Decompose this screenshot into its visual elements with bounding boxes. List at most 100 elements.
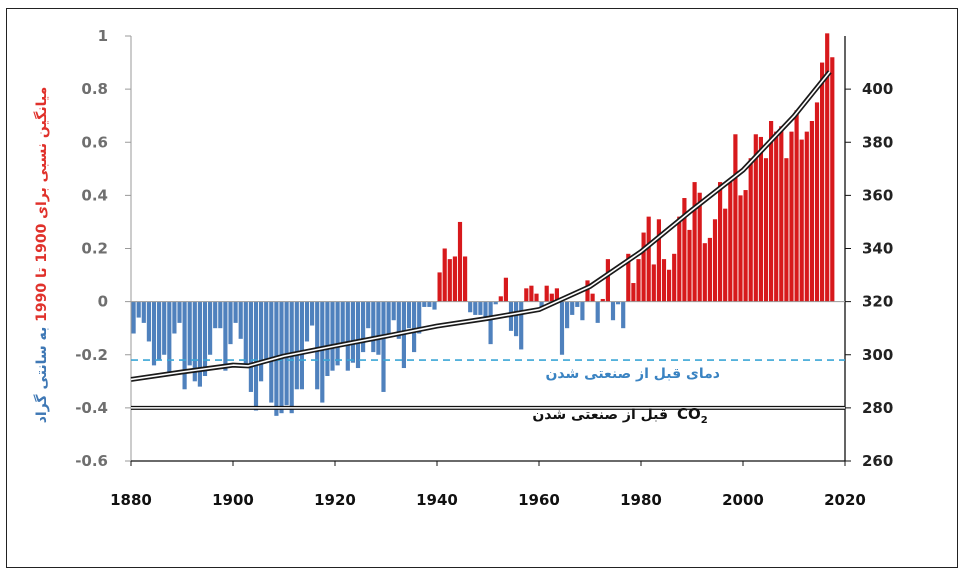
temperature-bar [554,288,559,302]
temperature-bar [570,301,575,315]
temperature-bar [692,182,697,302]
temperature-bar [702,243,707,302]
temperature-bar [432,301,437,310]
co2-label: CO2 [677,405,708,426]
temperature-bar [162,301,167,355]
temperature-bar [825,33,830,302]
temperature-bar [524,288,529,302]
temperature-bar [799,139,804,302]
temperature-bar [320,301,325,403]
temperature-bar [763,158,769,302]
temperature-bar [605,259,610,302]
temperature-bar [248,301,253,392]
y-left-tick-label: 0.4 [81,186,108,204]
temperature-bar [182,301,187,390]
co2-main: CO [677,405,701,423]
temperature-bar [335,301,340,366]
temperature-bar [753,134,758,302]
temperature-bar [422,301,427,307]
temperature-bar [498,296,503,302]
y-axis-label-blue-part: به سانتی گراد [33,322,50,423]
temperature-bar [707,237,712,302]
y-left-tick-label: -0.6 [75,452,108,470]
y-left-tick-label: 0.6 [81,133,108,151]
temperature-bar [376,301,381,355]
temperature-bar [600,298,605,302]
temperature-bar [304,301,310,342]
temperature-bar [565,301,570,329]
temperature-bar [774,131,779,302]
temperature-bar [391,301,396,321]
temperature-bar [366,301,371,329]
temperature-bar [672,253,677,302]
temperature-bar [626,253,631,302]
temperature-bar [468,301,473,313]
temperature-bar [631,283,636,302]
temperature-bar [483,301,488,318]
temperature-bar [733,134,738,302]
x-tick-label: 1920 [314,491,356,509]
temperature-bar [192,301,197,382]
temperature-bar [141,301,146,323]
temperature-bar [493,301,498,305]
temperature-bar [621,301,626,329]
temperature-bar [595,301,600,323]
tick-labels: 1 0.8 0.6 0.4 0.2 0 -0.2 -0.4 -0.6 400 380 360 340 32… [75,27,893,509]
y-left-tick-label: 0.2 [81,240,108,258]
temperature-bar [743,190,748,302]
temperature-bar [371,301,376,353]
temperature-bar [712,219,718,302]
temperature-bar [718,182,723,302]
temperature-bar [723,208,728,302]
temperature-bar [575,301,580,307]
axes [125,35,851,466]
temperature-bar [539,301,544,310]
temperature-bar [616,301,621,305]
x-tick-label: 1880 [110,491,152,509]
temperature-bar [452,256,457,302]
temperature-bar [315,301,320,390]
preindustrial-co2-label: قبل از صنعتی شدن [532,407,668,423]
temperature-bar [697,192,702,302]
temperature-bar [396,301,401,339]
temperature-bar [447,259,452,302]
temperature-bar [228,301,233,345]
co2-subscript: 2 [701,415,708,426]
temperature-bar [830,57,835,302]
temperature-bar [381,301,386,392]
x-tick-label: 2000 [722,491,764,509]
temperature-bar [758,136,763,302]
temperature-bar [213,301,218,329]
temperature-bar [131,301,136,334]
temperature-bar [151,301,157,366]
temperature-bar [514,301,519,337]
temperature-bar [167,301,172,377]
temperature-bar [218,301,223,329]
y-right-tick-label: 320 [862,293,893,311]
y-axis-label-red-part: میانگین نسبی برای 1900 تا 1990 [33,87,50,322]
temperature-bar [457,221,463,302]
temperature-bar [187,301,192,366]
y-right-tick-label: 280 [862,399,893,417]
temperature-bar [814,102,820,302]
temperature-bar [350,301,355,363]
temperature-bar [355,301,361,369]
temperature-bar [656,219,661,302]
temperature-bar [590,293,595,302]
y-left-tick-label: -0.4 [75,399,108,417]
temperature-bar [223,301,228,371]
temperature-bars [131,33,835,416]
temperature-bar [386,301,391,337]
temperature-bar [641,232,646,302]
temperature-bar [794,110,799,302]
temperature-bar [299,301,304,390]
x-tick-label: 1900 [212,491,254,509]
temperature-bar [208,301,213,355]
temperature-bar [478,301,483,315]
y-right-tick-label: 300 [862,346,893,364]
lines [130,70,845,410]
temperature-bar [544,285,549,302]
temperature-bar [442,248,447,302]
temperature-bar [289,301,294,414]
temperature-bar [610,301,616,321]
